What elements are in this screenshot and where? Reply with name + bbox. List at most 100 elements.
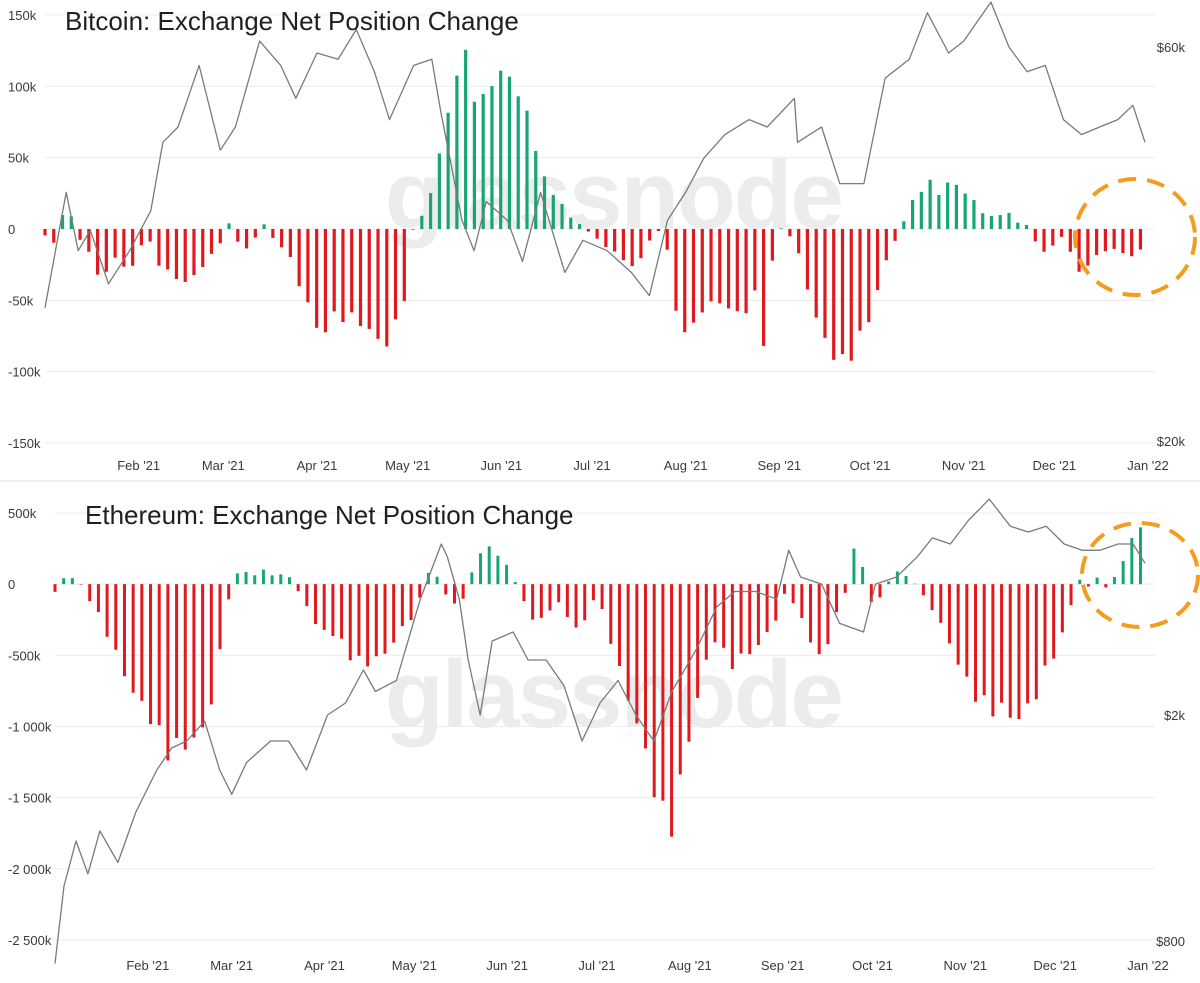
bar (583, 584, 587, 621)
bar (322, 584, 326, 630)
bar (149, 584, 153, 725)
bar (96, 584, 100, 613)
x-tick-label: Jan '22 (1127, 458, 1169, 473)
bar (591, 584, 595, 601)
bar (1112, 229, 1116, 249)
bar (1095, 229, 1099, 256)
bar (271, 229, 275, 238)
bar (393, 229, 398, 320)
bar (481, 94, 485, 229)
bar (661, 584, 665, 801)
bar (1000, 584, 1004, 703)
bitcoin-bars (43, 49, 1143, 361)
x-tick-label: Apr '21 (297, 458, 338, 473)
bar (472, 101, 477, 229)
bar (884, 229, 888, 261)
bar (341, 229, 345, 323)
bar (499, 70, 503, 229)
bar (577, 224, 582, 229)
bar (989, 215, 994, 229)
x-tick-label: Jan '22 (1127, 958, 1169, 973)
bar (586, 229, 590, 232)
y-tick-label: -2 500k (8, 933, 52, 948)
bar (539, 584, 543, 618)
bar (367, 229, 371, 329)
y-tick-label: 0 (8, 222, 15, 237)
bar (218, 584, 222, 650)
y-tick-label: -100k (8, 365, 41, 380)
bar (148, 229, 152, 242)
bar (1052, 584, 1056, 659)
bar (770, 229, 774, 261)
bar (305, 584, 309, 606)
bar (201, 229, 205, 267)
bar (939, 584, 943, 623)
x-tick-label: Feb '21 (117, 458, 160, 473)
bar (797, 229, 801, 254)
bitcoin-y2-axis: $60k $20k (1157, 40, 1186, 449)
bar (262, 224, 266, 229)
y2-tick-label: $800 (1156, 934, 1185, 949)
x-tick-label: May '21 (385, 458, 430, 473)
ethereum-gridlines (55, 512, 1155, 941)
bar (832, 229, 836, 360)
bar (429, 193, 433, 229)
bar (998, 215, 1002, 229)
bar (1026, 584, 1030, 704)
bar (835, 584, 839, 613)
bar (270, 575, 274, 585)
bar (1095, 577, 1099, 585)
bar (609, 584, 613, 644)
bar (1060, 584, 1064, 633)
bar (376, 229, 380, 339)
bar (1016, 222, 1020, 229)
bar (630, 229, 634, 267)
bar (782, 584, 786, 594)
bar (53, 584, 57, 592)
bar (201, 584, 205, 728)
bar (542, 176, 547, 229)
bar (674, 229, 678, 311)
bar (600, 584, 604, 610)
bitcoin-highlight-circle (1073, 177, 1197, 297)
bar (753, 229, 757, 291)
bar (261, 569, 265, 585)
bar (505, 564, 509, 585)
bar (774, 584, 778, 621)
x-tick-label: Mar '21 (210, 958, 253, 973)
bar (358, 229, 363, 326)
x-tick-label: Jul '21 (578, 958, 615, 973)
bar (52, 229, 56, 243)
bar (635, 584, 639, 724)
x-tick-label: Nov '21 (942, 458, 986, 473)
bar (1059, 229, 1064, 237)
bar (965, 584, 969, 677)
bar (1138, 229, 1143, 250)
bar (678, 584, 682, 775)
bar (858, 229, 862, 331)
ethereum-highlight-circle (1080, 521, 1200, 629)
bar (122, 584, 126, 677)
bar (464, 49, 468, 229)
x-tick-label: Sep '21 (761, 958, 805, 973)
bar (709, 229, 713, 302)
bar (791, 584, 795, 604)
bar (722, 584, 726, 648)
bar (88, 584, 92, 602)
bar (227, 223, 231, 229)
bar (823, 229, 827, 338)
bar (648, 229, 652, 241)
bar (762, 229, 766, 346)
bar (513, 582, 517, 585)
bar (595, 229, 599, 239)
bar (621, 229, 625, 261)
bar (446, 112, 450, 229)
bar (565, 584, 569, 617)
x-tick-label: May '21 (392, 958, 437, 973)
bar (656, 229, 661, 232)
bar (826, 584, 830, 645)
bar (551, 194, 555, 229)
bar (192, 229, 196, 276)
bar (982, 584, 986, 696)
